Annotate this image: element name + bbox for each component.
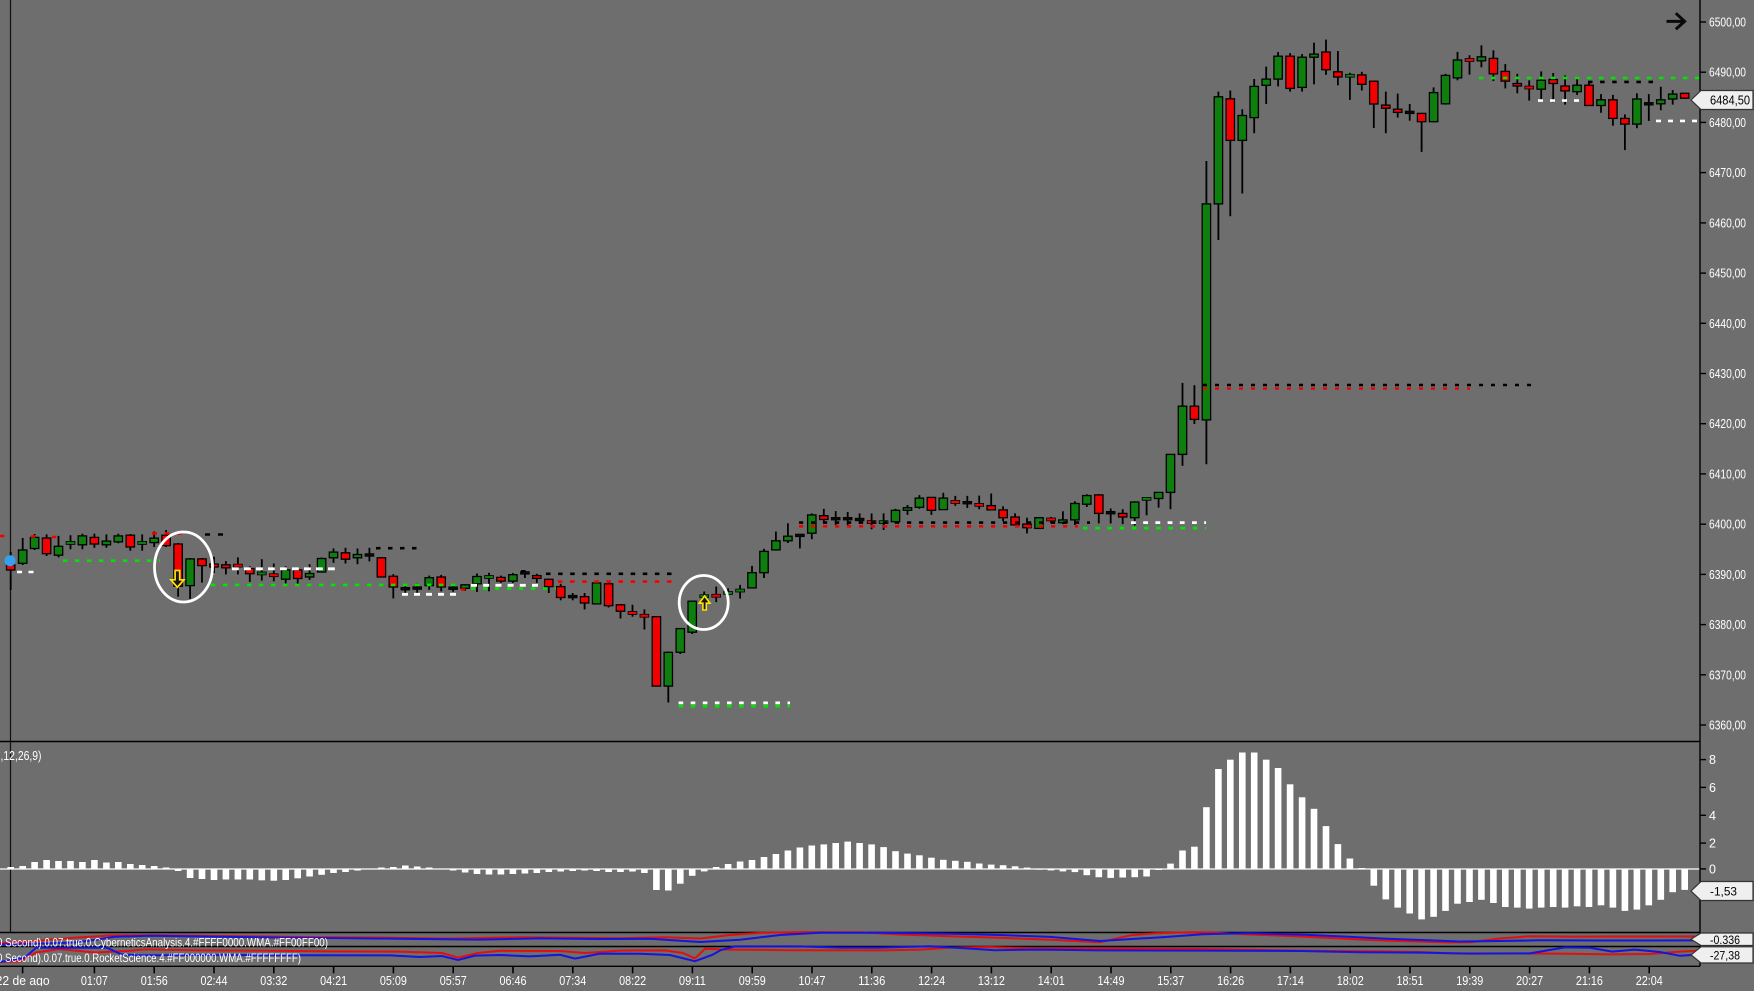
svg-text:6360,00: 6360,00 bbox=[1709, 719, 1746, 733]
svg-text:01:56: 01:56 bbox=[141, 974, 168, 986]
svg-text:16:26: 16:26 bbox=[1217, 974, 1244, 986]
svg-text:-0.336: -0.336 bbox=[1710, 935, 1740, 947]
svg-text:10:47: 10:47 bbox=[799, 974, 826, 986]
svg-text:2: 2 bbox=[1709, 837, 1716, 851]
svg-text:6500,00: 6500,00 bbox=[1709, 16, 1746, 30]
svg-text:6430,00: 6430,00 bbox=[1709, 367, 1746, 381]
svg-text:18:02: 18:02 bbox=[1337, 974, 1364, 986]
svg-text:6: 6 bbox=[1709, 781, 1716, 795]
svg-text:13:12: 13:12 bbox=[978, 974, 1005, 986]
svg-text:8: 8 bbox=[1709, 753, 1716, 767]
svg-text:0: 0 bbox=[1709, 862, 1716, 876]
svg-text:6370,00: 6370,00 bbox=[1709, 668, 1746, 682]
svg-text:17:14: 17:14 bbox=[1277, 974, 1304, 986]
svg-text:-27,38: -27,38 bbox=[1710, 950, 1740, 962]
svg-text:6480,00: 6480,00 bbox=[1709, 116, 1746, 130]
svg-text:06:46: 06:46 bbox=[500, 974, 527, 986]
svg-text:11:36: 11:36 bbox=[858, 974, 885, 986]
svg-text:0 Second).0.07.true.0.Cybernet: 0 Second).0.07.true.0.CyberneticsAnalysi… bbox=[0, 936, 328, 950]
svg-text:6400,00: 6400,00 bbox=[1709, 518, 1746, 532]
svg-text:6390,00: 6390,00 bbox=[1709, 568, 1746, 582]
svg-text:19:39: 19:39 bbox=[1456, 974, 1483, 986]
svg-text:6440,00: 6440,00 bbox=[1709, 317, 1746, 331]
svg-text:,12,26,9): ,12,26,9) bbox=[1, 749, 42, 763]
svg-text:14:01: 14:01 bbox=[1038, 974, 1065, 986]
svg-text:-1,53: -1,53 bbox=[1710, 885, 1737, 899]
svg-text:4: 4 bbox=[1709, 809, 1716, 823]
svg-text:15:37: 15:37 bbox=[1157, 974, 1184, 986]
svg-text:03:32: 03:32 bbox=[260, 974, 287, 986]
svg-text:05:57: 05:57 bbox=[440, 974, 467, 986]
svg-text:6470,00: 6470,00 bbox=[1709, 166, 1746, 180]
svg-text:6420,00: 6420,00 bbox=[1709, 417, 1746, 431]
svg-text:09:11: 09:11 bbox=[679, 974, 706, 986]
svg-text:18:51: 18:51 bbox=[1397, 974, 1424, 986]
svg-text:08:22: 08:22 bbox=[619, 974, 646, 986]
svg-text:20:27: 20:27 bbox=[1516, 974, 1543, 986]
svg-text:07:34: 07:34 bbox=[559, 974, 586, 986]
svg-text:21:16: 21:16 bbox=[1576, 974, 1603, 986]
svg-text:6380,00: 6380,00 bbox=[1709, 618, 1746, 632]
svg-text:6484,50: 6484,50 bbox=[1710, 94, 1750, 108]
svg-text:01:07: 01:07 bbox=[81, 974, 108, 986]
svg-text:12:24: 12:24 bbox=[918, 974, 945, 986]
svg-text:02:44: 02:44 bbox=[201, 974, 228, 986]
svg-text:22 de ago: 22 de ago bbox=[0, 974, 50, 986]
svg-text:04:21: 04:21 bbox=[320, 974, 347, 986]
svg-text:14:49: 14:49 bbox=[1098, 974, 1125, 986]
svg-text:6410,00: 6410,00 bbox=[1709, 467, 1746, 481]
svg-text:0 Second).0.07.true.0.RocketSc: 0 Second).0.07.true.0.RocketScience.4.#F… bbox=[0, 951, 301, 965]
svg-text:09:59: 09:59 bbox=[739, 974, 766, 986]
svg-text:6450,00: 6450,00 bbox=[1709, 267, 1746, 281]
svg-text:22:04: 22:04 bbox=[1636, 974, 1663, 986]
svg-text:05:09: 05:09 bbox=[380, 974, 407, 986]
svg-text:6460,00: 6460,00 bbox=[1709, 216, 1746, 230]
svg-text:6490,00: 6490,00 bbox=[1709, 66, 1746, 80]
